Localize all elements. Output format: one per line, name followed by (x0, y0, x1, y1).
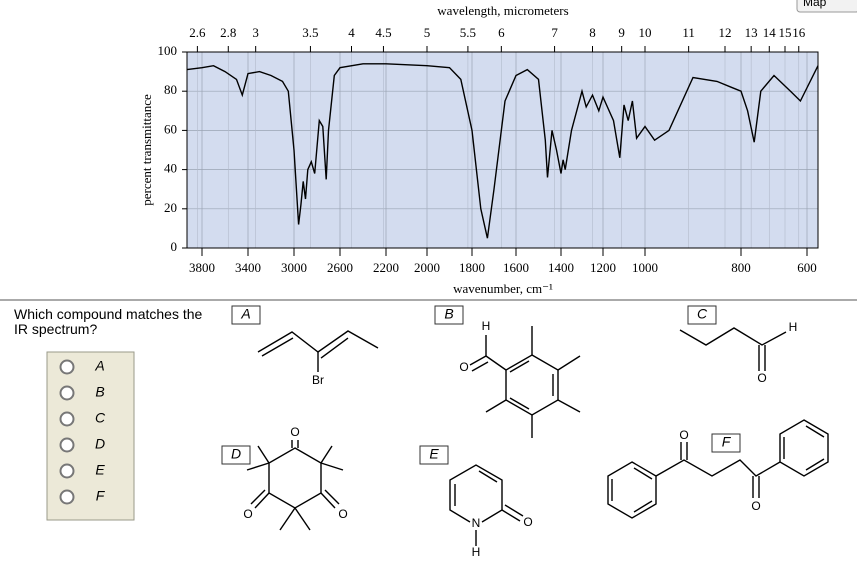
x2-axis-label: wavelength, micrometers (437, 3, 568, 18)
radio-button[interactable] (59, 437, 75, 453)
x-tick-label: 600 (797, 260, 817, 275)
atom-label: H (482, 319, 491, 333)
atom-label: O (523, 515, 532, 529)
atom-label: O (243, 507, 252, 521)
y-tick-label: 60 (164, 121, 177, 136)
x2-tick-label: 12 (719, 25, 732, 40)
structure-label: C (697, 306, 708, 322)
x-tick-label: 2000 (414, 260, 440, 275)
choice-label[interactable]: A (94, 358, 104, 374)
structure-d (246, 440, 344, 531)
x2-tick-label: 3.5 (302, 25, 318, 40)
structure-label: A (240, 306, 250, 322)
atom-label: O (290, 425, 299, 439)
map-button-label: Map (803, 0, 827, 9)
structure-e (449, 464, 524, 546)
x-tick-label: 3400 (235, 260, 261, 275)
x2-tick-label: 7 (551, 25, 558, 40)
plot-frame (186, 51, 819, 249)
structure-label-box (711, 433, 741, 453)
structure-label-box (419, 445, 449, 465)
spectrum-line (186, 63, 819, 239)
choice-label[interactable]: E (95, 462, 105, 478)
x2-tick-label: 5.5 (460, 25, 476, 40)
atom-label: Br (312, 373, 324, 387)
x-tick-label: 1400 (548, 260, 574, 275)
x2-tick-label: 5 (424, 25, 431, 40)
radio-button[interactable] (59, 385, 75, 401)
structure-label: D (231, 446, 241, 462)
x2-tick-label: 15 (779, 25, 792, 40)
structure-f (607, 419, 829, 519)
structure-b (469, 326, 581, 438)
x-tick-label: 3000 (281, 260, 307, 275)
structure-label-box (231, 305, 261, 325)
x2-tick-label: 3 (252, 25, 259, 40)
x-tick-label: 1200 (590, 260, 616, 275)
x-tick-label: 2200 (373, 260, 399, 275)
y-tick-label: 0 (171, 239, 178, 254)
radio-button[interactable] (59, 489, 75, 505)
y-axis-label: percent transmittance (139, 94, 154, 206)
structure-label: B (444, 306, 453, 322)
question-text: Which compound matches the IR spectrum? (14, 306, 203, 337)
atom-label: H (789, 320, 798, 334)
y-tick-label: 80 (164, 82, 177, 97)
y-tick-label: 40 (164, 161, 177, 176)
choice-label[interactable]: C (95, 410, 106, 426)
x-tick-label: 3800 (189, 260, 215, 275)
x2-tick-label: 16 (792, 25, 806, 40)
x2-tick-label: 13 (745, 25, 758, 40)
structure-c (679, 327, 787, 371)
choice-label[interactable]: D (95, 436, 105, 452)
x2-tick-label: 4.5 (375, 25, 391, 40)
y-tick-label: 20 (164, 200, 177, 215)
x2-tick-label: 8 (589, 25, 596, 40)
atom-label: N (472, 516, 481, 530)
y-tick-label: 100 (158, 43, 178, 58)
atom-label: O (459, 360, 468, 374)
atom-label: O (757, 371, 766, 385)
x2-tick-label: 9 (618, 25, 625, 40)
atom-label: H (472, 545, 481, 559)
x-tick-label: 1600 (503, 260, 529, 275)
radio-button[interactable] (59, 411, 75, 427)
atom-label: O (751, 499, 760, 513)
x-tick-label: 1000 (632, 260, 658, 275)
structure-label-box (221, 445, 251, 465)
structure-label: E (429, 446, 439, 462)
choice-label[interactable]: B (95, 384, 104, 400)
x-tick-label: 1800 (459, 260, 485, 275)
x2-tick-label: 2.6 (189, 25, 206, 40)
spectrum (186, 63, 819, 239)
atom-label: O (679, 428, 688, 442)
map-button[interactable] (796, 0, 857, 13)
structure-label-box (434, 305, 464, 325)
x2-tick-label: 4 (348, 25, 355, 40)
radio-button[interactable] (59, 463, 75, 479)
x-axis-label: wavenumber, cm⁻¹ (453, 281, 553, 296)
x2-tick-label: 10 (639, 25, 652, 40)
atom-label: O (338, 507, 347, 521)
x-tick-label: 800 (731, 260, 751, 275)
structure-label: F (722, 434, 732, 450)
x2-tick-label: 2.8 (220, 25, 236, 40)
choice-label[interactable]: F (96, 488, 106, 504)
x2-tick-label: 11 (682, 25, 695, 40)
x2-tick-label: 6 (498, 25, 505, 40)
plot-area (187, 52, 818, 248)
radio-button[interactable] (59, 359, 75, 375)
x-tick-label: 2600 (327, 260, 353, 275)
x2-tick-label: 14 (763, 25, 777, 40)
structure-label-box (687, 305, 717, 325)
structure-a (257, 330, 379, 372)
